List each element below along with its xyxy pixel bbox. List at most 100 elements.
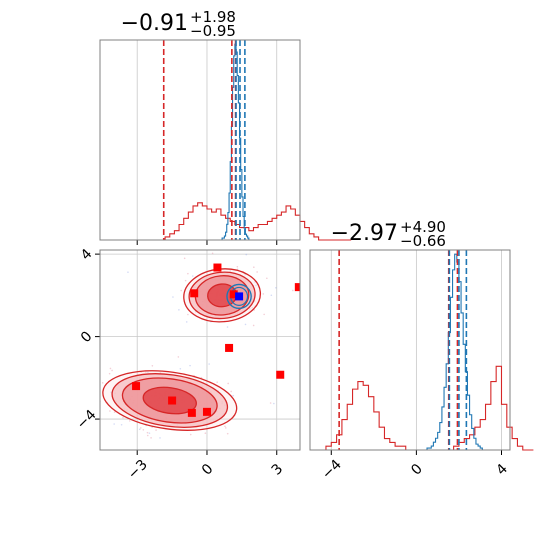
red-sample-point — [111, 369, 113, 372]
joint-tick-label-y: 0 — [78, 328, 96, 346]
title-plus: +1.98 — [190, 8, 236, 26]
param2-marginal-tick-label-x: −4 — [319, 457, 345, 483]
joint-panel: −3 0 3 4 0 −4 — [32, 244, 309, 483]
red-sample-point — [291, 289, 294, 292]
red-sample-point — [211, 252, 214, 255]
blue-contour — [226, 283, 252, 310]
red-sample-point — [253, 266, 255, 268]
marginal-param2-frame — [309, 249, 511, 451]
red-sample-point — [113, 411, 116, 413]
red-marker — [190, 289, 199, 298]
red-histogram — [100, 202, 352, 241]
red-sample-point — [230, 390, 232, 393]
red-sample-point — [144, 371, 147, 373]
red-marker — [276, 370, 285, 379]
blue-sample-point — [244, 273, 246, 276]
blue-sample-point — [254, 281, 256, 283]
blue-sample-point — [148, 432, 151, 434]
marginal-param1-frame — [99, 39, 301, 241]
title-value: −2.97 — [331, 221, 398, 246]
red-sample-point — [122, 416, 124, 419]
blue-sample-point — [179, 367, 182, 370]
red-marker — [294, 283, 300, 292]
red-sample-point — [101, 382, 104, 384]
red-sample-point — [269, 402, 272, 404]
blue-sample-point — [159, 437, 161, 439]
red-marker — [187, 408, 196, 417]
blue-sample-point — [191, 275, 194, 277]
red-sample-point — [187, 272, 189, 275]
red-sample-point — [224, 425, 226, 428]
red-sample-point — [263, 313, 265, 316]
blue-sample-point — [138, 428, 141, 431]
blue-sample-point — [307, 333, 309, 335]
blue-sample-point — [127, 271, 129, 273]
title-value: −0.91 — [121, 11, 188, 36]
red-sample-point — [109, 410, 111, 412]
red-marker — [225, 343, 234, 352]
blue-sample-point — [208, 363, 210, 365]
blue-sample-point — [120, 423, 123, 426]
red-sample-point — [236, 265, 239, 268]
red-sample-point — [229, 270, 232, 272]
param2-marginal-tick-label-x: 0 — [408, 461, 426, 479]
joint-tick-label-x: −3 — [125, 457, 151, 483]
title-param2: −2.97 +4.90−0.66 — [331, 218, 446, 250]
red-marker — [202, 407, 211, 416]
blue-sample-point — [275, 287, 277, 289]
joint-plot-area — [32, 244, 309, 450]
red-sample-point — [189, 433, 192, 436]
blue-sample-point — [226, 326, 229, 328]
red-sample-point — [184, 279, 187, 282]
red-sample-point — [155, 429, 157, 431]
red-sample-point — [109, 367, 112, 370]
red-sample-point — [93, 393, 95, 395]
red-marker — [213, 263, 222, 272]
blue-sample-point — [232, 394, 235, 397]
red-sample-point — [251, 306, 254, 309]
red-sample-point — [146, 431, 149, 434]
red-sample-point — [187, 313, 189, 316]
title-minus: −0.95 — [190, 22, 236, 40]
red-sample-point — [142, 428, 145, 431]
red-sample-point — [252, 324, 255, 327]
joint-tick-label-y: −4 — [74, 407, 100, 433]
param2-marginal-tick-label-x: 4 — [493, 461, 511, 479]
red-sample-point — [216, 381, 218, 383]
red-sample-point — [146, 434, 149, 437]
title-minus: −0.66 — [400, 232, 446, 250]
red-sample-point — [140, 427, 142, 429]
red-sample-point — [180, 289, 183, 292]
blue-sample-point — [244, 323, 247, 326]
red-sample-point — [204, 432, 207, 434]
red-sample-point — [108, 372, 111, 375]
red-sample-point — [227, 382, 229, 385]
joint-tick-label-x: 0 — [199, 461, 217, 479]
title-param1: −0.91 +1.98−0.95 — [121, 8, 236, 40]
red-sample-point — [226, 432, 229, 435]
blue-sample-point — [172, 296, 174, 298]
blue-sample-point — [255, 284, 257, 287]
joint-tick-label-y: 4 — [78, 246, 96, 264]
red-marker — [229, 290, 238, 299]
red-sample-point — [140, 371, 142, 374]
red-sample-point — [224, 427, 227, 429]
joint-frame — [99, 249, 301, 451]
blue-marker — [235, 292, 244, 301]
red-sample-point — [150, 437, 152, 439]
red-sample-point — [151, 364, 154, 367]
blue-sample-point — [178, 309, 180, 311]
red-sample-point — [266, 277, 268, 280]
red-sample-point — [256, 271, 258, 273]
red-sample-point — [32, 434, 34, 436]
blue-sample-point — [270, 294, 273, 297]
title-plus: +4.90 — [400, 218, 446, 236]
blue-sample-point — [223, 244, 225, 246]
blue-sample-point — [147, 371, 149, 374]
red-sample-point — [177, 356, 180, 358]
red-sample-point — [96, 410, 98, 412]
red-sample-point — [128, 420, 131, 422]
blue-histogram — [424, 253, 485, 451]
blue-sample-point — [248, 307, 251, 310]
